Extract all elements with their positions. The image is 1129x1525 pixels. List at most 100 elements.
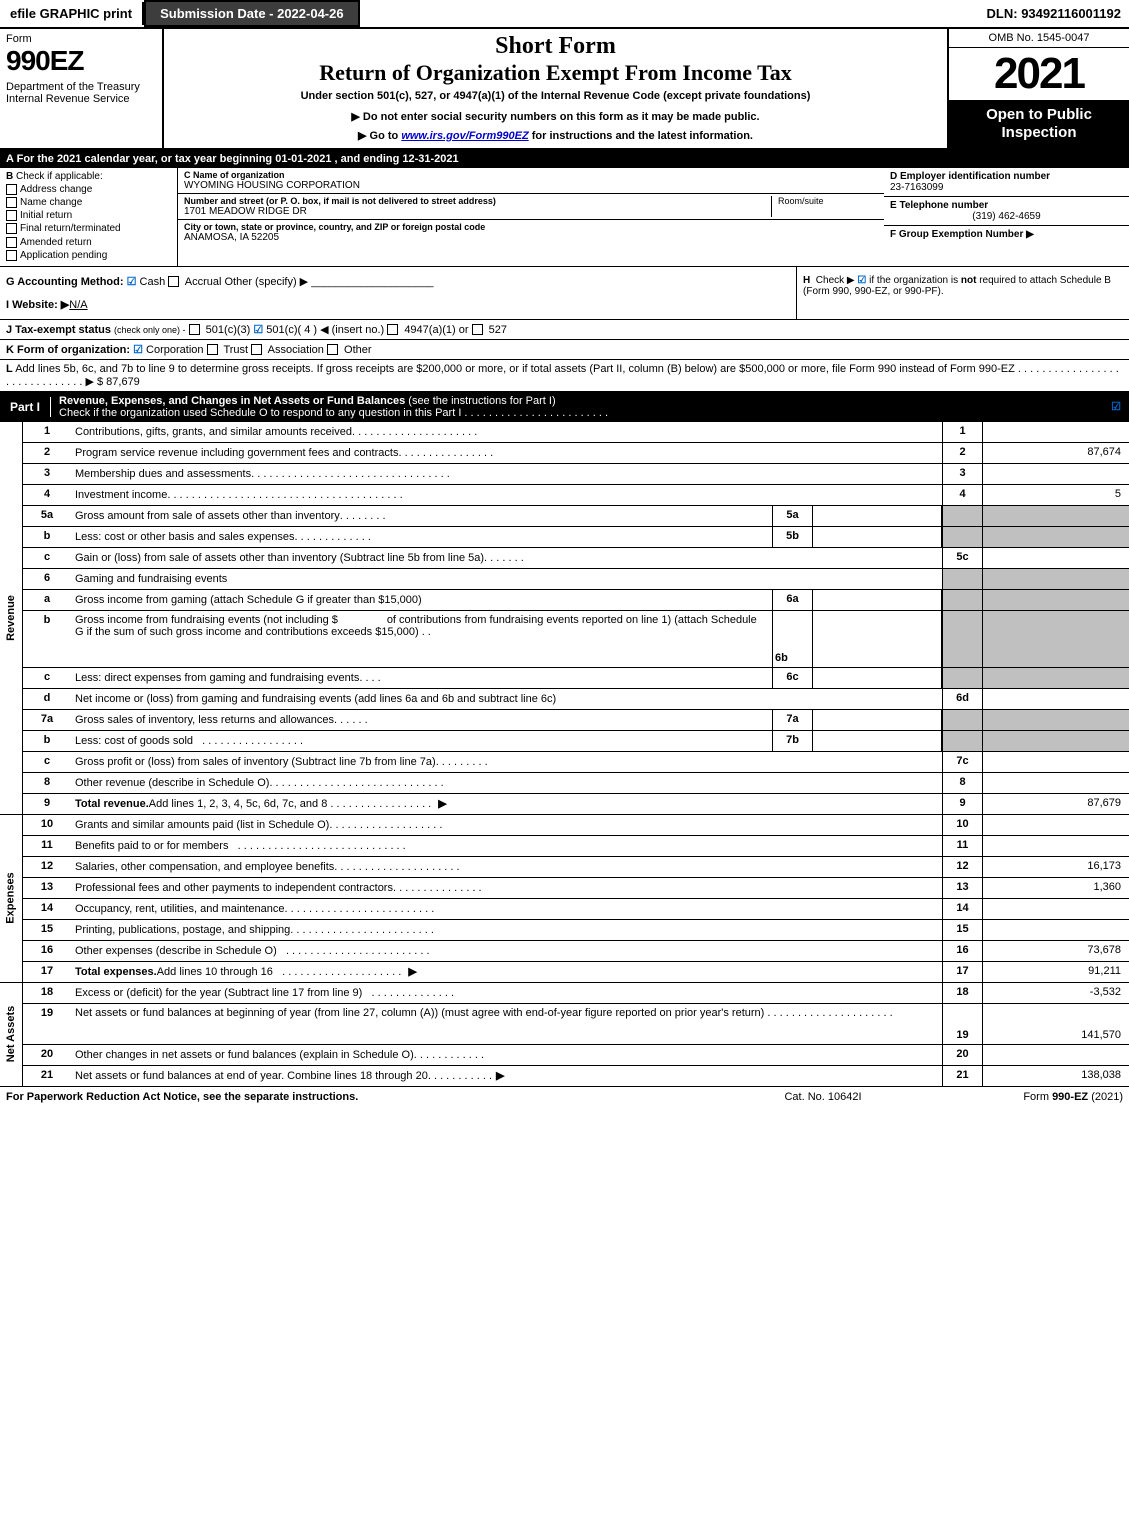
check-pending[interactable]: Application pending [6,250,171,261]
row-j: J Tax-exempt status (check only one) - 5… [0,320,1129,340]
g-accrual: Accrual [185,276,222,288]
k-assoc[interactable] [251,344,262,355]
goto-prefix: ▶ Go to [358,130,401,142]
l-amount: ▶ $ 87,679 [85,376,139,388]
f-row: F Group Exemption Number ▶ [884,226,1129,266]
i-label: I Website: ▶ [6,299,69,311]
efile-print-label[interactable]: efile GRAPHIC print [0,2,144,25]
paperwork-notice: For Paperwork Reduction Act Notice, see … [6,1091,723,1103]
irs-link[interactable]: www.irs.gov/Form990EZ [401,130,528,142]
row-l: L Add lines 5b, 6c, and 7b to line 9 to … [0,360,1129,392]
k-trust[interactable] [207,344,218,355]
line-11: 11 Benefits paid to or for members . . .… [23,836,1129,857]
j-527[interactable] [472,324,483,335]
line-6c: c Less: direct expenses from gaming and … [23,668,1129,689]
l-text: Add lines 5b, 6c, and 7b to line 9 to de… [15,363,1015,375]
omb-number: OMB No. 1545-0047 [949,29,1129,48]
line-7a: 7a Gross sales of inventory, less return… [23,710,1129,731]
line-10: 10 Grants and similar amounts paid (list… [23,815,1129,836]
e-label: E Telephone number [890,200,1123,211]
phone: (319) 462-4659 [890,211,1123,222]
short-form-title: Short Form [174,33,937,60]
revenue-section: Revenue 1 Contributions, gifts, grants, … [0,422,1129,815]
submission-date: Submission Date - 2022-04-26 [144,0,360,27]
ssn-warning: ▶ Do not enter social security numbers o… [174,110,937,123]
c-name-row: C Name of organization WYOMING HOUSING C… [178,168,884,194]
netassets-section: Net Assets 18 Excess or (deficit) for th… [0,983,1129,1086]
row-a: A For the 2021 calendar year, or tax yea… [0,150,1129,168]
j-4947[interactable] [387,324,398,335]
c-addr-label: Number and street (or P. O. box, if mail… [184,196,765,206]
form-ref: Form 990-EZ (2021) [923,1091,1123,1103]
line-16: 16 Other expenses (describe in Schedule … [23,941,1129,962]
check-amended[interactable]: Amended return [6,237,171,248]
k-other[interactable] [327,344,338,355]
form-number: 990EZ [6,45,156,77]
check-initial[interactable]: Initial return [6,210,171,221]
line-17: 17 Total expenses. Add lines 10 through … [23,962,1129,983]
e-row: E Telephone number (319) 462-4659 [884,197,1129,226]
line-18: 18 Excess or (deficit) for the year (Sub… [23,983,1129,1004]
part-i-label: Part I [0,397,51,417]
l-label: L [6,363,13,375]
g-cash: Cash [140,276,166,288]
header-center: Short Form Return of Organization Exempt… [164,29,947,148]
netassets-sidebar: Net Assets [0,983,23,1086]
check-address[interactable]: Address change [6,184,171,195]
row-gh: G Accounting Method: ☑ Cash Accrual Othe… [0,267,1129,320]
row-k: K Form of organization: ☑ Corporation Tr… [0,340,1129,360]
open-public-badge: Open to Public Inspection [949,100,1129,148]
line-12: 12 Salaries, other compensation, and emp… [23,857,1129,878]
part-i-title: Revenue, Expenses, and Changes in Net As… [51,392,1061,422]
org-address: 1701 MEADOW RIDGE DR [184,206,765,217]
check-name[interactable]: Name change [6,197,171,208]
line-1: 1 Contributions, gifts, grants, and simi… [23,422,1129,443]
c-name-label: C Name of organization [184,170,878,180]
line-20: 20 Other changes in net assets or fund b… [23,1045,1129,1066]
check-final[interactable]: Final return/terminated [6,223,171,234]
line-6a: a Gross income from gaming (attach Sched… [23,590,1129,611]
col-h: H Check ▶ ☑ if the organization is not r… [796,267,1129,319]
line-7b: b Less: cost of goods sold . . . . . . .… [23,731,1129,752]
line-21: 21 Net assets or fund balances at end of… [23,1066,1129,1086]
accrual-check[interactable] [168,276,179,287]
j-501c3[interactable] [189,324,200,335]
header-right: OMB No. 1545-0047 2021 Open to Public In… [947,29,1129,148]
line-5a: 5a Gross amount from sale of assets othe… [23,506,1129,527]
line-6d: d Net income or (loss) from gaming and f… [23,689,1129,710]
goto-text: ▶ Go to www.irs.gov/Form990EZ for instru… [174,129,937,142]
h-label: H [803,275,810,286]
line-13: 13 Professional fees and other payments … [23,878,1129,899]
line-7c: c Gross profit or (loss) from sales of i… [23,752,1129,773]
c-city-label: City or town, state or province, country… [184,222,878,232]
tax-year: 2021 [949,48,1129,100]
website-value: N/A [69,299,87,311]
d-label: D Employer identification number [890,171,1123,182]
h-check: ☑ [857,275,866,286]
h-text1: Check ▶ [816,275,855,286]
ein: 23-7163099 [890,182,1123,193]
line-8: 8 Other revenue (describe in Schedule O)… [23,773,1129,794]
j-small: (check only one) - [114,325,186,335]
col-g: G Accounting Method: ☑ Cash Accrual Othe… [0,267,796,319]
k-label: K Form of organization: [6,344,130,356]
line-15: 15 Printing, publications, postage, and … [23,920,1129,941]
org-city: ANAMOSA, IA 52205 [184,232,878,243]
row-a-text: For the 2021 calendar year, or tax year … [17,153,459,165]
line-5c: c Gain or (loss) from sale of assets oth… [23,548,1129,569]
goto-suffix: for instructions and the latest informat… [529,130,753,142]
part-i-checkbox[interactable]: ☑ [1061,400,1129,413]
j-label: J Tax-exempt status [6,324,111,336]
c-city-row: City or town, state or province, country… [178,220,884,245]
d-row: D Employer identification number 23-7163… [884,168,1129,197]
part-i-header: Part I Revenue, Expenses, and Changes in… [0,392,1129,422]
line-19: 19 Net assets or fund balances at beginn… [23,1004,1129,1045]
org-name: WYOMING HOUSING CORPORATION [184,180,878,191]
return-title: Return of Organization Exempt From Incom… [174,60,937,86]
line-6: 6 Gaming and fundraising events [23,569,1129,590]
letter-b: B [6,171,13,182]
f-label: F Group Exemption Number ▶ [890,229,1123,240]
h-text2: if the organization is [869,275,961,286]
col-b: B Check if applicable: Address change Na… [0,168,178,266]
section-bcdef: B Check if applicable: Address change Na… [0,168,1129,267]
